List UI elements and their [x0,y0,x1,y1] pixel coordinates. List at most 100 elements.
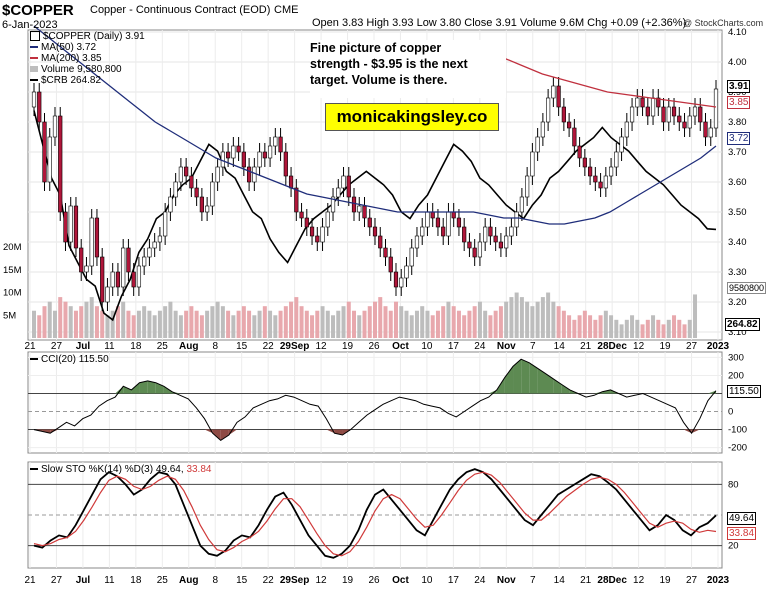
x-tick-label-lower: 19 [660,575,672,586]
volume-bar [79,306,84,338]
candle-body [37,91,42,123]
x-tick-label-upper: 18 [130,341,142,352]
candle-body [587,166,593,177]
volume-bar [609,315,614,338]
volume-bar [310,315,315,338]
line-legend-icon [30,468,38,471]
candle-body [189,175,194,189]
volume-bar [136,310,141,338]
candle-body [640,97,645,108]
candle-body [661,106,666,123]
volume-bar [535,301,540,338]
x-tick-label-lower: Nov [497,575,516,586]
x-tick-label-lower: 24 [474,575,486,586]
candle-body [399,277,404,288]
sto-d-line [33,471,717,557]
annotation-line-1: Fine picture of copper [310,41,442,55]
cci-negative-fill [212,429,221,441]
candle-body [477,241,483,258]
annotation-box: Fine picture of copper strength - $3.95 … [310,40,506,98]
cci-tick-label: 300 [728,352,744,363]
candle-body [131,271,136,288]
candle-body [388,256,393,273]
volume-bar [441,306,446,338]
candle-body [157,235,163,243]
volume-bar [651,315,656,338]
line-legend-icon [30,79,38,82]
volume-bar [577,315,582,338]
volume-bar [73,310,78,338]
price-tick-label: 3.40 [728,237,747,248]
x-tick-label-lower: 19 [342,575,354,586]
cci-positive-fill [147,380,156,394]
candle-body [535,136,540,153]
volume-bar [357,315,362,338]
volume-bar [168,301,173,338]
cci-positive-fill [545,373,554,394]
candle-body [504,235,509,249]
x-tick-label-upper: 12 [316,341,328,352]
volume-bar [514,292,519,338]
volume-bar [331,315,336,338]
volume-bar [493,310,498,338]
volume-bar [409,315,414,338]
x-tick-label-upper: Jul [76,341,91,352]
annotation-line-3: target. Volume is there. [310,73,448,87]
website-highlight[interactable]: monicakingsley.co [325,103,499,131]
cci-positive-fill [537,368,546,394]
candle-body [635,97,640,108]
candle-body [42,121,47,183]
volume-bar [115,306,120,338]
x-tick-label-lower: 22 [263,575,275,586]
volume-bar [588,315,593,338]
candle-body [577,145,582,159]
candle-body [530,151,535,177]
x-tick-label-lower: 11 [104,575,115,586]
candle-body [666,106,671,123]
volume-bar [546,292,551,338]
candle-body [713,88,719,129]
candle-body [241,151,246,168]
cci-tick-label: 0 [728,407,733,418]
candle-body [441,226,446,237]
volume-bar [247,310,252,338]
candle-body [493,235,498,243]
candle-legend-icon [30,31,40,42]
candle-body [488,226,493,237]
legend-sto-d-label: 33.84 [186,464,212,475]
volume-bar [84,301,89,338]
volume-bar [236,310,241,338]
volume-bar [320,306,325,338]
volume-bar [304,310,309,338]
volume-bar [215,301,220,338]
volume-bar [619,324,624,338]
candle-body [267,145,273,159]
volume-bar [572,319,577,338]
legend-price-label: $COPPER (Daily) 3.91 [43,31,145,42]
volume-bar [199,315,204,338]
candle-body [378,235,383,249]
x-tick-label-upper: 14 [554,341,566,352]
candle-body [414,235,420,249]
cci-tick-label: -100 [728,425,747,436]
candle-body [551,85,556,99]
candle-body [94,217,100,258]
candle-body [304,217,309,228]
candle-body [703,121,708,138]
candle-body [299,211,304,219]
exchange-label: CME [274,4,299,16]
volume-bar [152,315,157,338]
volume-bar [367,306,372,338]
x-tick-label-upper: Oct [392,341,409,352]
candle-body [294,187,299,213]
x-tick-label-lower: 17 [448,575,460,586]
candle-body [372,226,378,237]
volume-bar [68,306,73,338]
candle-body [246,166,252,183]
volume-bar [677,319,682,338]
candle-body [184,166,189,177]
x-tick-label-lower: 27 [51,575,63,586]
volume-bar [289,301,294,338]
legend-crb-label: $CRB 264.82 [41,75,102,86]
